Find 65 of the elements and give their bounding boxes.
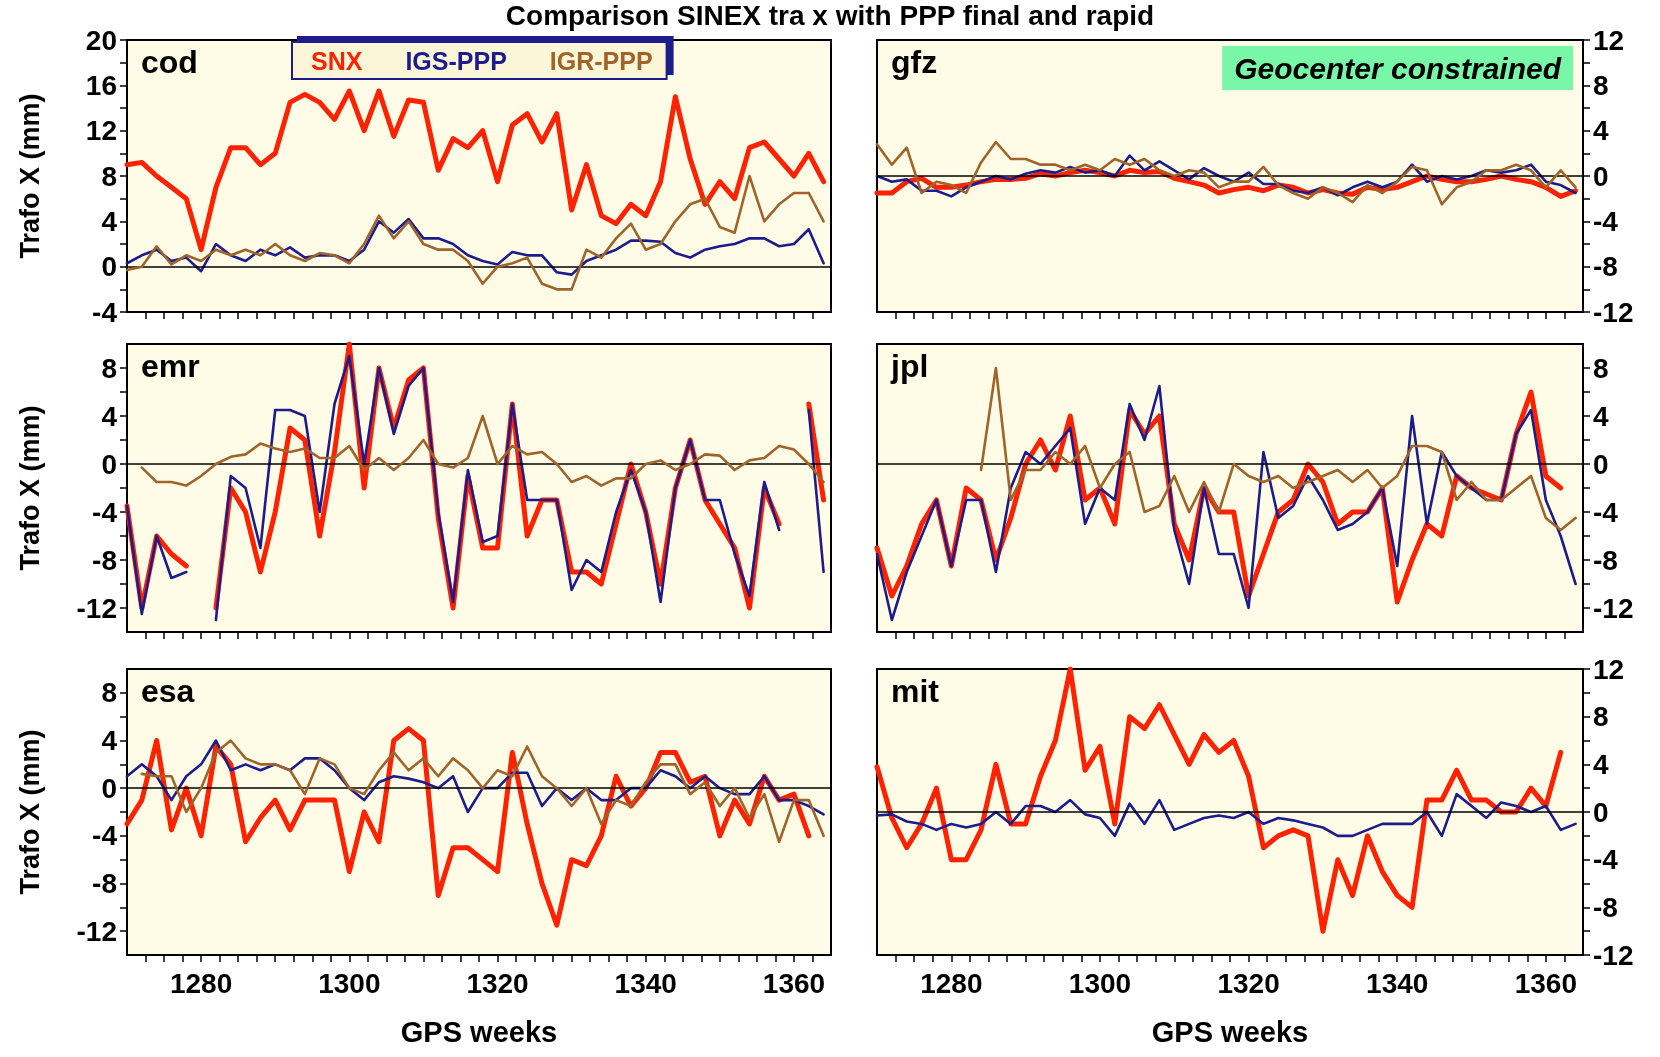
y-axis-title: Trafo X (mm) xyxy=(14,93,45,259)
y-tick-label: 8 xyxy=(101,352,117,384)
y-tick-label: -4 xyxy=(1593,205,1619,237)
x-tick-label: 1320 xyxy=(1217,967,1280,999)
y-tick-label: -8 xyxy=(1593,891,1618,923)
y-tick-label: 0 xyxy=(1593,448,1609,480)
y-tick-label: 12 xyxy=(1593,24,1625,56)
y-tick-label: -12 xyxy=(76,592,117,624)
y-tick-label: -4 xyxy=(92,496,118,528)
x-axis-title: GPS weeks xyxy=(1151,1015,1309,1048)
x-tick-label: 1300 xyxy=(318,967,381,999)
y-tick-label: -12 xyxy=(1593,592,1634,624)
y-tick-label: 0 xyxy=(101,251,117,283)
x-tick-label: 1320 xyxy=(466,967,529,999)
y-tick-label: 0 xyxy=(101,448,117,480)
x-tick-label: 1340 xyxy=(1366,967,1429,999)
x-axis-title: GPS weeks xyxy=(400,1015,558,1048)
annotation: mit xyxy=(891,673,940,709)
y-tick-label: -8 xyxy=(1593,544,1618,576)
annotation: emr xyxy=(141,348,200,384)
text: IGR-PPP xyxy=(549,46,653,75)
x-tick-label: 1360 xyxy=(1514,967,1577,999)
y-axis-title: Trafo X (mm) xyxy=(14,729,45,895)
y-tick-label: 20 xyxy=(85,24,117,56)
y-tick-label: 16 xyxy=(85,69,117,101)
y-tick-label: -4 xyxy=(92,820,118,852)
annotation: gfz xyxy=(891,44,938,80)
y-tick-label: -8 xyxy=(1593,251,1618,283)
x-tick-label: 1300 xyxy=(1068,967,1132,999)
y-tick-label: 4 xyxy=(101,205,118,237)
y-tick-label: 8 xyxy=(1593,701,1609,733)
series-label: SNX xyxy=(311,46,363,75)
annotation: jpl xyxy=(890,348,929,384)
chart-title: Comparison SINEX tra x with PPP final and rapid xyxy=(505,0,1155,31)
text: IGS-PPP xyxy=(405,46,507,75)
y-tick-label: 12 xyxy=(1593,653,1625,685)
x-tick-label: 1280 xyxy=(169,967,233,999)
annotation: esa xyxy=(141,673,195,709)
y-tick-label: 8 xyxy=(1593,69,1609,101)
y-tick-label: -4 xyxy=(1593,496,1619,528)
x-tick-label: 1360 xyxy=(762,967,826,999)
y-tick-label: 12 xyxy=(85,115,117,147)
y-tick-label: 4 xyxy=(1593,748,1609,780)
annotation: cod xyxy=(141,44,198,80)
y-tick-label: -12 xyxy=(76,915,117,947)
y-tick-label: -12 xyxy=(1593,296,1634,328)
y-tick-label: -8 xyxy=(92,544,117,576)
y-tick-label: 4 xyxy=(1593,400,1609,432)
y-tick-label: -12 xyxy=(1593,939,1634,971)
y-tick-label: 8 xyxy=(101,677,117,709)
y-tick-label: 0 xyxy=(1593,796,1609,828)
x-tick-label: 1280 xyxy=(920,967,983,999)
y-tick-label: -8 xyxy=(92,868,117,899)
y-tick-label: 8 xyxy=(101,160,117,192)
annotation: Geocenter constrained xyxy=(1234,51,1562,85)
y-axis-title: Trafo X (mm) xyxy=(14,405,45,571)
y-tick-label: -4 xyxy=(1593,844,1619,876)
y-tick-label: -4 xyxy=(92,296,118,328)
y-tick-label: 0 xyxy=(101,772,117,804)
y-tick-label: 8 xyxy=(1593,352,1609,384)
x-tick-label: 1340 xyxy=(614,967,677,999)
y-tick-label: 4 xyxy=(101,400,118,432)
y-tick-label: 4 xyxy=(101,725,118,756)
y-tick-label: 4 xyxy=(1593,115,1609,147)
y-tick-label: 0 xyxy=(1593,160,1609,192)
